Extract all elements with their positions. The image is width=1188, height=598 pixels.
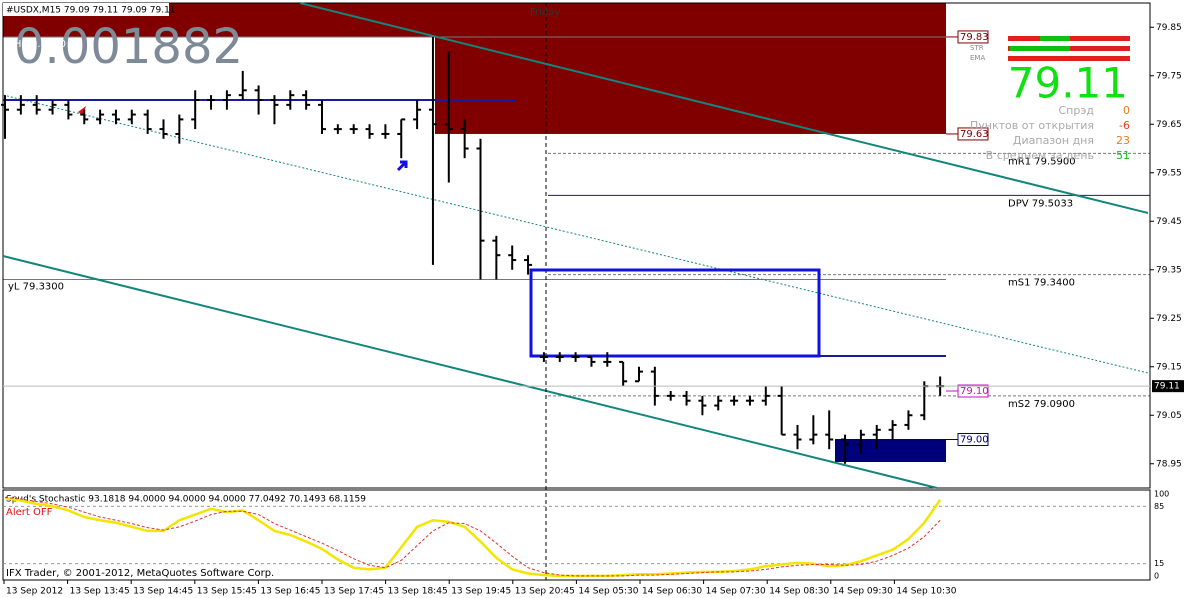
info-value: -6 (1119, 119, 1130, 132)
zone-label: 79.10 (960, 386, 989, 397)
ind-tick-label: 0 (1154, 571, 1159, 580)
y-tick-label: 79.75 (1156, 71, 1182, 81)
info-label: В среднем за день (986, 149, 1094, 162)
zone-label: 79.63 (960, 129, 989, 140)
str-bar (1040, 36, 1070, 41)
str-bar (1008, 56, 1130, 61)
x-tick-label: 13 Sep 13:45 (70, 587, 130, 597)
x-tick-label: 14 Sep 07:30 (706, 587, 766, 597)
stochastic-line (4, 496, 942, 578)
day-label: Friday (530, 7, 560, 18)
x-tick-label: 14 Sep 06:30 (642, 587, 702, 597)
trend-line (2, 94, 1149, 374)
stochastic-line (4, 496, 941, 577)
level-label: yH 79.8300 (8, 39, 66, 50)
y-tick-label: 79.85 (1156, 23, 1182, 33)
resistance-zone (435, 36, 946, 134)
info-label: Пунктов от открытия (970, 119, 1094, 132)
ind-tick-label: 15 (1154, 559, 1164, 568)
y-tick-label: 79.65 (1156, 120, 1182, 130)
buy-arrow (396, 160, 408, 172)
panel-label: EMA (970, 54, 985, 62)
indicator-title: Spud's Stochastic 93.1818 94.0000 94.000… (6, 495, 366, 505)
x-tick-label: 14 Sep 05:30 (578, 587, 638, 597)
x-tick-label: 13 Sep 17:45 (324, 587, 384, 597)
info-label: Спрэд (1059, 104, 1095, 117)
level-label: DPV 79.5033 (1008, 198, 1073, 209)
x-tick-label: 13 Sep 16:45 (260, 587, 320, 597)
zone-label-box (957, 30, 989, 44)
trend-line (2, 255, 938, 489)
info-value: 0 (1123, 104, 1130, 117)
level-label: mS2 79.0900 (1008, 399, 1075, 410)
y-tick-label: 78.95 (1156, 459, 1182, 469)
trend-line (299, 2, 1149, 214)
zone-label-box (957, 384, 989, 398)
panel-label: STR (970, 44, 984, 52)
alert-label: Alert OFF (6, 507, 53, 518)
x-tick-label: 14 Sep 10:30 (896, 587, 956, 597)
zone-label: 79.83 (960, 32, 989, 43)
plot (1, 36, 945, 464)
x-tick-label: 13 Sep 14:45 (133, 587, 193, 597)
info-value: 51 (1116, 149, 1130, 162)
copyright: IFX Trader, © 2001-2012, MetaQuotes Soft… (6, 568, 274, 579)
x-tick-label: 14 Sep 08:30 (769, 587, 829, 597)
x-tick-label: 13 Sep 18:45 (388, 587, 448, 597)
zone-label-box (957, 433, 989, 446)
main-frame (2, 2, 1151, 489)
zone-label: 79.00 (960, 435, 989, 446)
x-tick-label: 13 Sep 15:45 (197, 587, 257, 597)
x-tick-label: 13 Sep 20:45 (515, 587, 575, 597)
str-bar (1010, 46, 1070, 51)
header: #USDX,M15 79.09 79.11 79.09 79.11 (6, 6, 176, 16)
y-tick-label: 79.25 (1156, 314, 1182, 324)
level-label: yL 79.3300 (8, 281, 64, 292)
ind-tick-label: 100 (1154, 490, 1169, 499)
x-tick-label: 14 Sep 09:30 (833, 587, 893, 597)
y-tick-label: 79.55 (1156, 168, 1182, 178)
info-value: 23 (1116, 134, 1130, 147)
current-price-box (1152, 380, 1184, 393)
info-label: Диапазон дня (1013, 134, 1094, 147)
current-price-label: 79.11 (1154, 382, 1180, 392)
ind-tick-label: 85 (1154, 502, 1164, 511)
zone-label-box (957, 127, 989, 141)
header-bg (3, 3, 169, 16)
y-tick-label: 79.05 (1156, 411, 1182, 421)
zones (3, 3, 1150, 397)
current-price-big: 79.11 (1008, 59, 1128, 108)
big-value: 0.001882 (14, 19, 243, 75)
zone-box (835, 439, 946, 462)
level-label: mR1 79.5900 (1008, 156, 1076, 167)
range-box (529, 268, 821, 358)
y-tick-label: 79.15 (1156, 362, 1182, 372)
level-label: mS1 79.3400 (1008, 278, 1075, 289)
x-tick-label: 13 Sep 19:45 (451, 587, 511, 597)
x-tick-label: 13 Sep 2012 (6, 587, 63, 597)
y-tick-label: 79.45 (1156, 217, 1182, 227)
y-tick-label: 79.35 (1156, 265, 1182, 275)
